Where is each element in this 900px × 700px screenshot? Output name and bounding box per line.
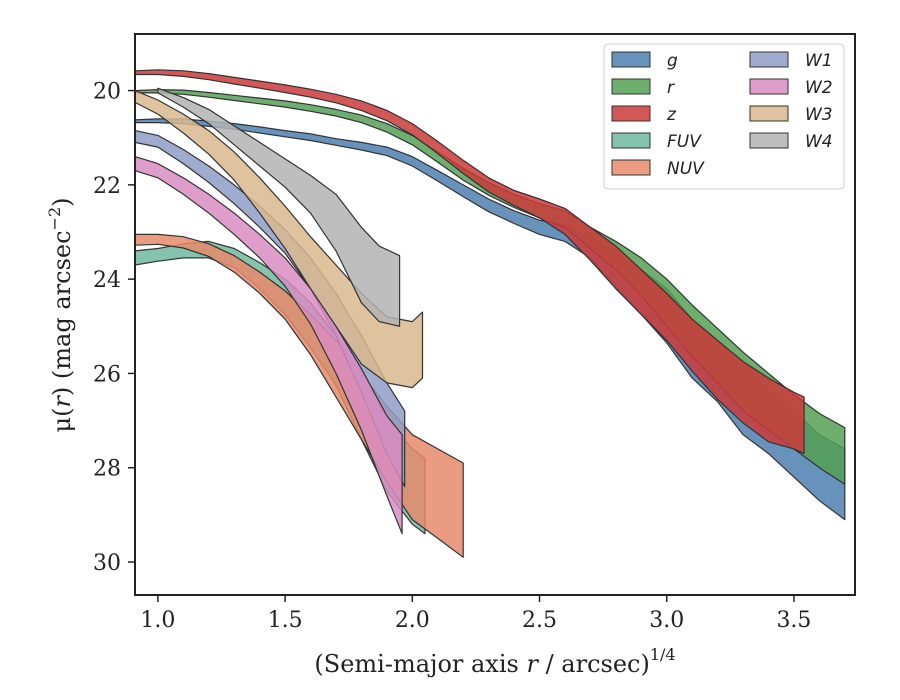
series-band-nuv [134, 233, 464, 558]
x-tick-label: 2.0 [395, 608, 430, 633]
legend-items: grz FUV NUV W1 W2 W3 W4 [611, 51, 833, 179]
y-axis-label: μ(r) (mag arcsec−2) [45, 197, 76, 432]
axis-ticks: 1.0 1.5 2.0 2.5 3.0 3.5 20 22 24 26 28 30 [93, 80, 811, 633]
band-layer [134, 69, 846, 558]
y-tick-label: 28 [93, 457, 121, 482]
y-tick-label: 22 [93, 174, 121, 199]
legend-swatch-nuv [611, 159, 651, 176]
legend-swatch-z [611, 105, 651, 122]
series-band-z [134, 69, 805, 455]
series-band-w1 [134, 130, 406, 488]
y-tick-label: 30 [93, 551, 121, 576]
legend-label-r: r [667, 78, 675, 98]
legend-label-nuv: NUV [667, 159, 705, 179]
y-tick-label: 20 [93, 80, 121, 105]
legend-label-w4: W4 [805, 132, 833, 152]
legend-swatch-g [611, 51, 651, 68]
legend-label-fuv: FUV [667, 132, 702, 152]
legend-swatch-w2 [749, 78, 789, 95]
legend-swatch-fuv [611, 132, 651, 149]
x-tick-label: 1.0 [140, 608, 175, 633]
legend: grz FUV NUV W1 W2 W3 W4 [603, 43, 845, 190]
legend-swatch-w1 [749, 51, 789, 68]
series-band-g [134, 118, 846, 521]
x-axis-label: (Semi-major axis r / arcsec)1/4 [314, 645, 675, 678]
series-band-w3 [134, 89, 424, 389]
legend-swatch-r [611, 78, 651, 95]
legend-label-w1: W1 [805, 51, 833, 71]
series-band-w2 [134, 156, 403, 535]
x-tick-label: 2.5 [522, 608, 557, 633]
x-tick-label: 3.5 [776, 608, 811, 633]
y-tick-label: 24 [93, 268, 121, 293]
series-band-r [134, 88, 846, 485]
legend-label-g: g [667, 51, 678, 71]
plot-frame [134, 33, 856, 596]
x-tick-label: 1.5 [268, 608, 303, 633]
legend-label-w3: W3 [805, 105, 833, 125]
legend-swatch-w3 [749, 105, 789, 122]
legend-label-w2: W2 [805, 78, 833, 98]
series-band-w4 [157, 87, 401, 327]
legend-swatch-w4 [749, 132, 789, 149]
y-tick-label: 26 [93, 362, 121, 387]
legend-label-z: z [666, 105, 677, 125]
x-tick-label: 3.0 [649, 608, 684, 633]
